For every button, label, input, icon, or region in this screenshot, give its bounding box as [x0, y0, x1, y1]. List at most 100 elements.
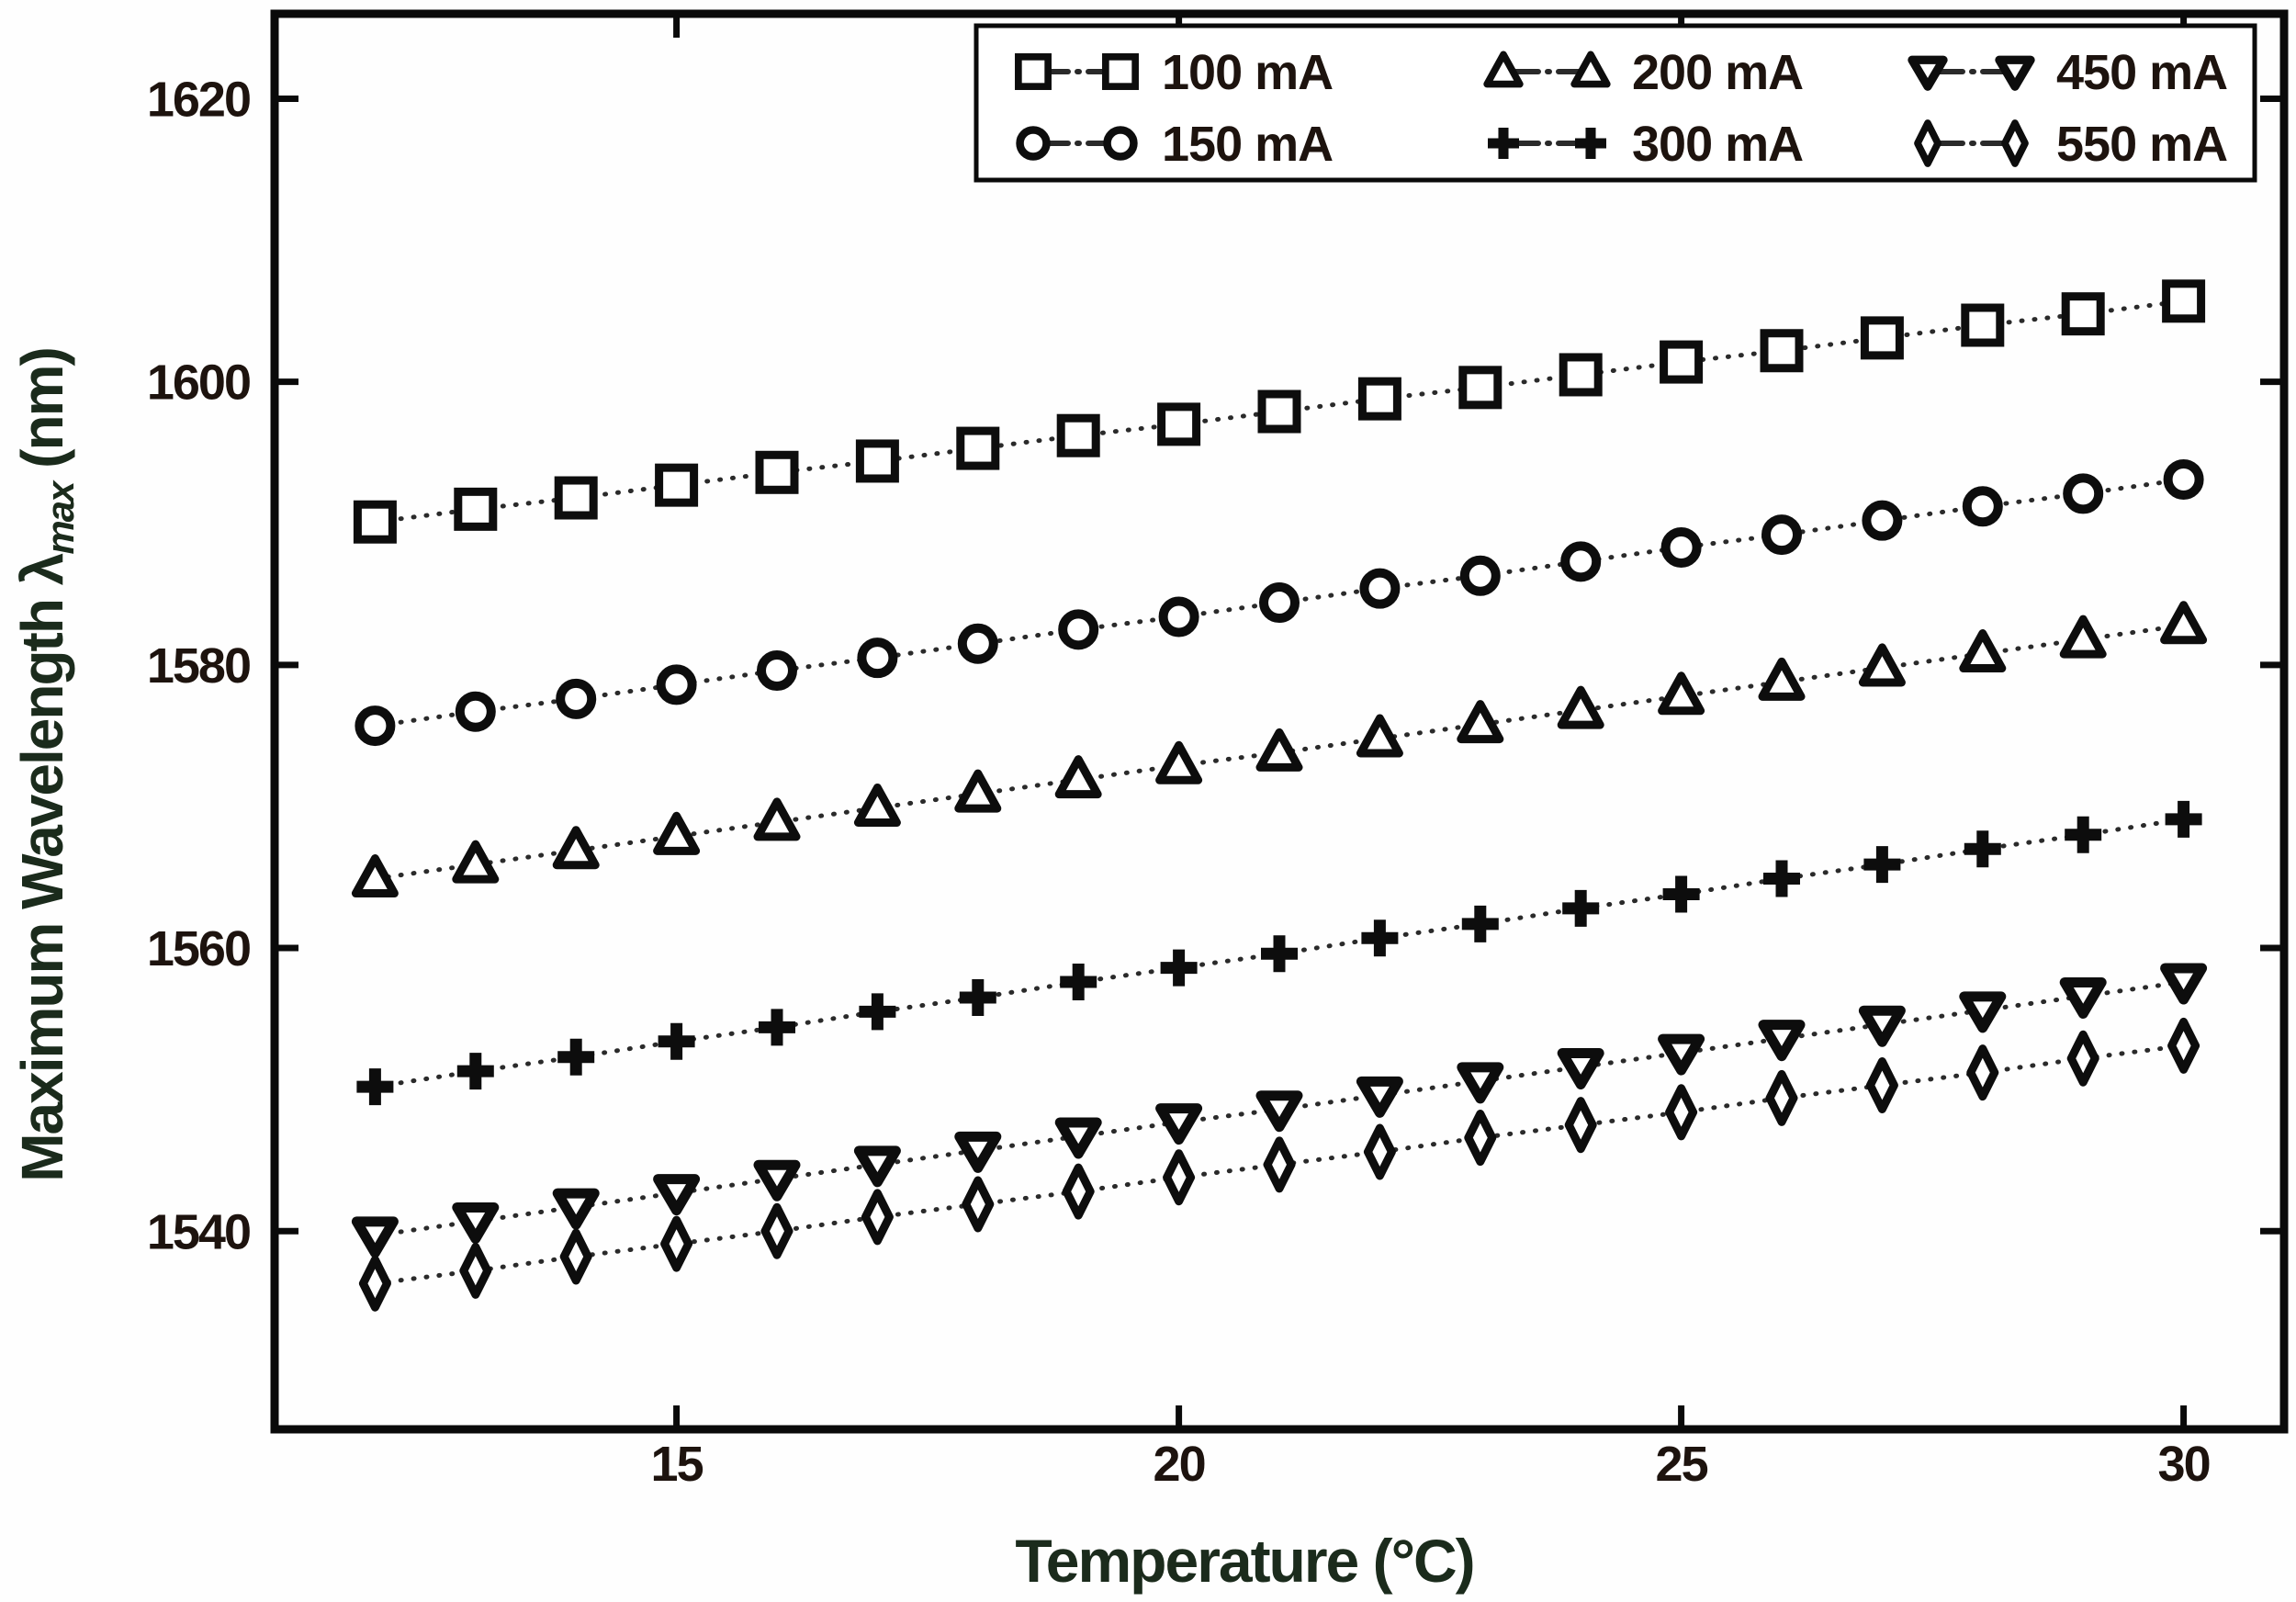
marker-triangle-down-icon [2160, 963, 2208, 1005]
marker-square-icon [1660, 340, 1704, 384]
marker-plus-icon [1575, 128, 1606, 159]
marker-plus-icon [557, 1038, 595, 1076]
marker-diamond-icon [2167, 1017, 2200, 1074]
legend-entry-200-mA: 200 mA [1483, 45, 1804, 100]
marker-diamond-icon [660, 1215, 693, 1272]
marker-triangle-up-icon [1959, 629, 2007, 673]
x-tick-label: 25 [1656, 1437, 1708, 1492]
marker-triangle-down-icon [1255, 1090, 1303, 1133]
y-tick-label: 1580 [147, 638, 250, 694]
marker-circle-icon [1359, 568, 1401, 609]
x-axis-title: Temperature (°C) [1015, 1527, 1473, 1595]
legend-entry-150-mA: 150 mA [1016, 117, 1334, 172]
marker-triangle-up-icon [753, 797, 801, 841]
legend-label: 150 mA [1162, 117, 1333, 172]
marker-triangle-down-icon [1155, 1103, 1203, 1145]
marker-circle-icon [1259, 582, 1300, 624]
marker-circle-icon [355, 705, 396, 747]
marker-plus-icon [2165, 800, 2202, 838]
marker-diamond-icon [1765, 1069, 1798, 1126]
plot-frame [270, 9, 2289, 1434]
marker-circle-icon [656, 664, 697, 705]
marker-triangle-down-icon [552, 1188, 600, 1230]
marker-circle-icon [1761, 514, 1802, 556]
marker-triangle-up-icon [1457, 700, 1504, 744]
marker-square-icon [855, 439, 899, 483]
marker-diamond-icon [559, 1228, 592, 1285]
marker-circle-icon [1158, 596, 1199, 637]
marker-square-icon [1102, 53, 1139, 90]
legend-entry-100-mA: 100 mA [1015, 45, 1334, 100]
marker-plus-icon [1160, 949, 1198, 987]
marker-diamond-icon [2001, 119, 2029, 167]
marker-diamond-icon [1163, 1149, 1196, 1206]
series-100-mA [353, 279, 2206, 544]
y-tick-label: 1600 [147, 355, 250, 411]
marker-square-icon [1056, 413, 1100, 457]
y-tick-label: 1560 [147, 921, 250, 976]
series-300-mA [356, 800, 2202, 1106]
marker-triangle-down-icon [1356, 1076, 1403, 1118]
marker-triangle-down-icon [1858, 1005, 1906, 1047]
marker-square-icon [1257, 389, 1301, 434]
marker-plus-icon [658, 1022, 695, 1060]
series-layer [351, 279, 2208, 1312]
marker-triangle-down-icon [1054, 1117, 1102, 1159]
marker-triangle-down-icon [753, 1159, 801, 1202]
marker-triangle-up-icon [1570, 51, 1611, 88]
x-tick-label: 20 [1154, 1437, 1205, 1492]
marker-diamond-icon [2066, 1030, 2099, 1087]
marker-triangle-up-icon [1483, 51, 1524, 88]
marker-circle-icon [2163, 458, 2204, 500]
marker-square-icon [353, 500, 397, 544]
marker-triangle-up-icon [1155, 740, 1203, 784]
marker-triangle-down-icon [1758, 1020, 1806, 1062]
marker-square-icon [1458, 366, 1503, 410]
marker-plus-icon [1562, 889, 1600, 927]
marker-triangle-up-icon [1557, 685, 1604, 729]
series-200-mA [351, 601, 2208, 898]
marker-plus-icon [1461, 905, 1499, 942]
marker-plus-icon [2065, 816, 2102, 853]
marker-plus-icon [1763, 860, 1800, 897]
marker-circle-icon [2063, 473, 2104, 514]
marker-square-icon [1015, 53, 1052, 90]
marker-circle-icon [1016, 126, 1051, 161]
marker-triangle-down-icon [1658, 1033, 1705, 1076]
marker-plus-icon [1361, 919, 1399, 957]
legend-entry-550-mA: 550 mA [1914, 117, 2228, 172]
marker-plus-icon [1261, 935, 1298, 973]
legend-entry-300-mA: 300 mA [1488, 117, 1804, 172]
marker-triangle-up-icon [2059, 615, 2107, 659]
marker-square-icon [454, 487, 498, 531]
marker-triangle-down-icon [452, 1202, 500, 1244]
legend: 100 mA 150 mA 200 mA 300 mA 450 mA 550 mA [974, 23, 2257, 183]
marker-diamond-icon [760, 1202, 793, 1259]
legend-label: 100 mA [1162, 45, 1333, 100]
marker-triangle-up-icon [2160, 601, 2208, 645]
marker-triangle-down-icon [2059, 976, 2107, 1019]
marker-plus-icon [759, 1009, 795, 1046]
marker-square-icon [956, 426, 1000, 470]
marker-triangle-down-icon [1959, 991, 2007, 1033]
marker-diamond-icon [1564, 1097, 1597, 1154]
marker-diamond-icon [1865, 1057, 1898, 1114]
marker-square-icon [1961, 303, 2005, 347]
marker-square-icon [755, 450, 799, 494]
legend-label: 300 mA [1632, 117, 1803, 172]
marker-triangle-down-icon [1557, 1048, 1604, 1090]
marker-plus-icon [456, 1053, 494, 1090]
marker-square-icon [1357, 377, 1401, 421]
marker-triangle-down-icon [954, 1131, 1002, 1173]
series-550-mA [358, 1017, 2200, 1312]
marker-triangle-up-icon [452, 840, 500, 884]
x-tick-label: 30 [2158, 1437, 2210, 1492]
marker-triangle-up-icon [853, 784, 901, 828]
marker-triangle-up-icon [1758, 657, 1806, 701]
marker-diamond-icon [962, 1176, 995, 1233]
marker-diamond-icon [1914, 119, 1941, 167]
marker-square-icon [554, 476, 598, 520]
marker-triangle-up-icon [653, 811, 701, 855]
legend-box [974, 23, 2257, 183]
